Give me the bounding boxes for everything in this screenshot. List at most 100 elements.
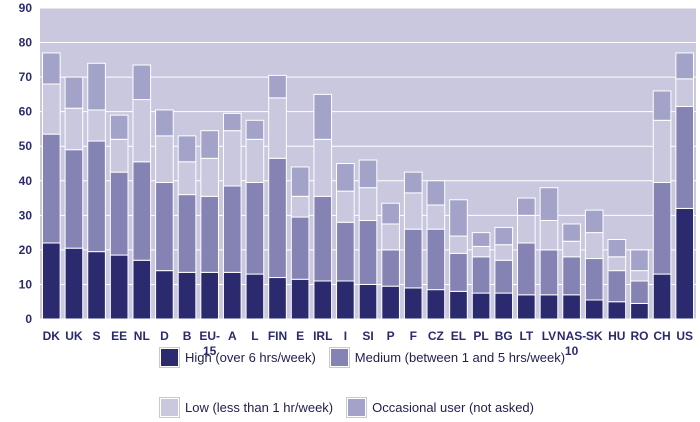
bar-l-series-4 bbox=[245, 119, 265, 140]
bar-dk-series-2 bbox=[41, 133, 61, 244]
legend-label: Medium (between 1 and 5 hrs/week) bbox=[354, 350, 566, 365]
bar-ch-series-4 bbox=[652, 90, 672, 121]
bar-s-series-4 bbox=[87, 62, 106, 111]
bar-e-series-3 bbox=[290, 195, 310, 218]
x-axis: DK UK S EE NL D B EU-15 A L FIN E IRL I SI P F CZ EL PL BG LT… bbox=[43, 329, 693, 358]
bar-nas-10-series-1 bbox=[562, 294, 581, 320]
bar-bg-series-4 bbox=[494, 226, 514, 246]
y-tick-label: 40 bbox=[19, 174, 33, 188]
bar-us-series-1 bbox=[675, 207, 695, 320]
x-tick-label: LT bbox=[519, 329, 533, 343]
bar-eu-15-series-1 bbox=[200, 271, 219, 320]
legend-item: High (over 6 hrs/week) bbox=[160, 348, 316, 367]
bar-us-series-2 bbox=[675, 105, 695, 209]
bar-b-series-2 bbox=[177, 194, 197, 273]
x-tick-label: NAS-10 bbox=[557, 329, 586, 358]
bar-s-series-2 bbox=[87, 140, 106, 253]
bar-el-series-4 bbox=[449, 199, 468, 237]
bar-eu-15-series-4 bbox=[200, 130, 219, 159]
x-tick-label: BG bbox=[495, 329, 513, 343]
bar-ch-series-1 bbox=[652, 273, 672, 320]
bar-ee-series-2 bbox=[109, 171, 129, 256]
x-tick-label: P bbox=[387, 329, 395, 343]
y-tick-label: 90 bbox=[19, 1, 33, 15]
bar-nl-series-4 bbox=[132, 64, 152, 101]
legend-label: Low (less than 1 hr/week) bbox=[185, 400, 334, 415]
bar-el-series-1 bbox=[449, 290, 468, 320]
x-tick-label: RO bbox=[630, 329, 648, 343]
bar-p-series-1 bbox=[381, 285, 400, 320]
bar-lt-series-3 bbox=[517, 214, 536, 244]
x-tick-label: US bbox=[676, 329, 693, 343]
x-tick-label: NL bbox=[134, 329, 150, 343]
bar-sk-series-3 bbox=[584, 232, 604, 260]
bar-uk-series-2 bbox=[64, 149, 84, 249]
x-tick-label: I bbox=[344, 329, 347, 343]
bar-hu-series-4 bbox=[607, 239, 627, 258]
y-tick-label: 0 bbox=[25, 312, 32, 326]
bar-lv-series-4 bbox=[539, 187, 559, 222]
bar-i-series-1 bbox=[336, 280, 355, 320]
x-tick-label: PL bbox=[473, 329, 488, 343]
bar-b-series-3 bbox=[177, 161, 197, 196]
bar-f-series-1 bbox=[403, 287, 423, 320]
bar-irl-series-2 bbox=[313, 195, 333, 282]
bar-f-series-4 bbox=[403, 171, 423, 194]
y-tick-label: 60 bbox=[19, 105, 33, 119]
x-tick-label: D bbox=[160, 329, 169, 343]
bar-si-series-4 bbox=[358, 159, 378, 189]
bar-ch-series-3 bbox=[652, 119, 672, 184]
bar-us-series-3 bbox=[675, 78, 695, 107]
bar-ee-series-4 bbox=[109, 114, 129, 140]
bar-bg-series-1 bbox=[494, 292, 514, 320]
y-tick-label: 30 bbox=[19, 208, 33, 222]
bar-pl-series-4 bbox=[471, 232, 491, 247]
x-tick-label: CH bbox=[653, 329, 670, 343]
bar-s-series-3 bbox=[87, 109, 106, 142]
bar-irl-series-1 bbox=[313, 280, 333, 320]
bar-p-series-2 bbox=[381, 249, 400, 287]
bar-l-series-1 bbox=[245, 273, 265, 320]
legend-item: Occasional user (not asked) bbox=[347, 398, 534, 417]
bar-dk-series-1 bbox=[41, 242, 61, 320]
bar-hu-series-1 bbox=[607, 301, 627, 320]
bar-fin-series-2 bbox=[268, 157, 287, 279]
bar-i-series-2 bbox=[336, 221, 355, 282]
bar-a-series-2 bbox=[222, 185, 242, 273]
bar-ro-series-1 bbox=[630, 302, 649, 320]
bar-ro-series-2 bbox=[630, 280, 649, 304]
bar-hu-series-2 bbox=[607, 270, 627, 303]
bar-l-series-2 bbox=[245, 182, 265, 275]
bar-a-series-4 bbox=[222, 112, 242, 132]
x-tick-label: A bbox=[228, 329, 237, 343]
bar-lt-series-1 bbox=[517, 294, 536, 320]
bar-lt-series-4 bbox=[517, 197, 536, 216]
x-tick-label: EL bbox=[451, 329, 466, 343]
bar-nas-10-series-4 bbox=[562, 223, 581, 242]
legend-row-1: High (over 6 hrs/week) Medium (between 1 … bbox=[160, 348, 579, 367]
bar-s-series-1 bbox=[87, 251, 106, 320]
bar-lt-series-2 bbox=[517, 242, 536, 296]
bars bbox=[41, 52, 695, 320]
bar-ee-series-3 bbox=[109, 138, 129, 173]
bar-d-series-2 bbox=[155, 182, 174, 272]
x-tick-label: IRL bbox=[313, 329, 332, 343]
x-tick-label: L bbox=[251, 329, 258, 343]
bar-ro-series-4 bbox=[630, 249, 649, 272]
bar-e-series-4 bbox=[290, 166, 310, 197]
x-tick-label: SI bbox=[362, 329, 373, 343]
bar-d-series-3 bbox=[155, 135, 174, 184]
x-tick-label: HU bbox=[608, 329, 625, 343]
bar-cz-series-2 bbox=[426, 228, 446, 291]
x-tick-label: B bbox=[183, 329, 192, 343]
bar-nas-10-series-3 bbox=[562, 240, 581, 258]
bar-el-series-2 bbox=[449, 252, 468, 292]
y-tick-label: 20 bbox=[19, 243, 33, 257]
legend-label: Occasional user (not asked) bbox=[372, 400, 534, 415]
x-tick-label: SK bbox=[586, 329, 603, 343]
bar-sk-series-2 bbox=[584, 258, 604, 301]
legend-label: High (over 6 hrs/week) bbox=[185, 350, 316, 365]
bar-lv-series-1 bbox=[539, 294, 559, 320]
bar-fin-series-1 bbox=[268, 277, 287, 320]
